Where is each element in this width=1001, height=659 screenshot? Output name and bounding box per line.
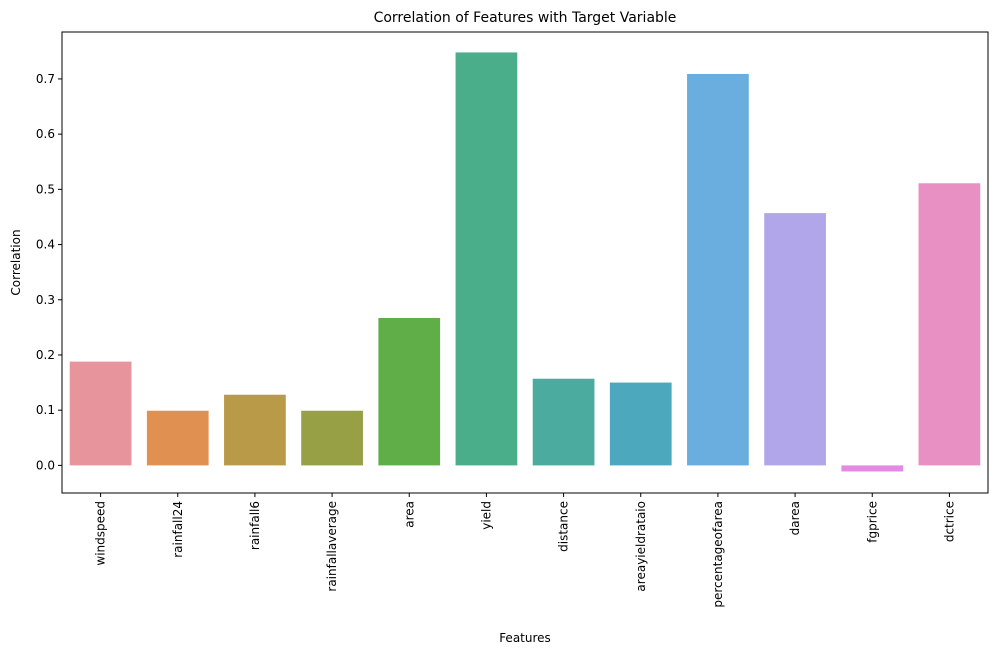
bar-windspeed bbox=[69, 361, 132, 466]
bar-percentageofarea bbox=[687, 73, 749, 466]
x-tick-label: windspeed bbox=[94, 501, 108, 566]
y-tick-label: 0.1 bbox=[36, 403, 55, 417]
x-tick-label: percentageofarea bbox=[711, 501, 725, 608]
x-tick-label: fgprice bbox=[865, 501, 879, 543]
bar-yield bbox=[455, 52, 518, 466]
y-tick-label: 0.3 bbox=[36, 293, 55, 307]
x-tick-label: areayieldrataio bbox=[634, 501, 648, 592]
bar-areayieldrataio bbox=[609, 382, 672, 466]
y-tick-label: 0.4 bbox=[36, 238, 55, 252]
x-tick-label: area bbox=[402, 501, 416, 528]
bar-darea bbox=[764, 213, 826, 466]
bar-rainfall24 bbox=[146, 410, 209, 466]
x-axis-label: Features bbox=[499, 631, 551, 645]
x-tick-label: distance bbox=[557, 501, 571, 552]
bar-distance bbox=[532, 378, 595, 466]
y-tick-label: 0.5 bbox=[36, 182, 55, 196]
x-tick-label: dctrice bbox=[942, 501, 956, 542]
bar-rainfall6 bbox=[224, 394, 286, 466]
axes-frame bbox=[61, 31, 989, 494]
bar-dctrice bbox=[918, 183, 981, 466]
x-tick-label: yield bbox=[479, 501, 493, 530]
bar-rainfallaverage bbox=[301, 410, 363, 466]
y-tick-label: 0.2 bbox=[36, 348, 55, 362]
bars-layer bbox=[69, 52, 981, 472]
chart-title: Correlation of Features with Target Vari… bbox=[374, 10, 677, 26]
bar-area bbox=[378, 317, 441, 466]
y-axis: 0.0 0.1 0.2 0.3 0.4 0.5 0.6 0.7 bbox=[36, 72, 62, 472]
x-tick-label: rainfall6 bbox=[248, 501, 262, 550]
bar-fgprice bbox=[841, 465, 904, 472]
y-tick-label: 0.7 bbox=[36, 72, 55, 86]
y-tick-label: 0.6 bbox=[36, 127, 55, 141]
y-axis-label: Correlation bbox=[9, 229, 23, 295]
x-tick-label: darea bbox=[788, 501, 802, 535]
x-tick-label: rainfallaverage bbox=[325, 501, 339, 592]
x-axis: windspeed rainfall24 rainfall6 rainfallaver… bbox=[94, 493, 956, 608]
x-tick-label: rainfall24 bbox=[171, 501, 185, 558]
y-tick-label: 0.0 bbox=[36, 458, 55, 472]
